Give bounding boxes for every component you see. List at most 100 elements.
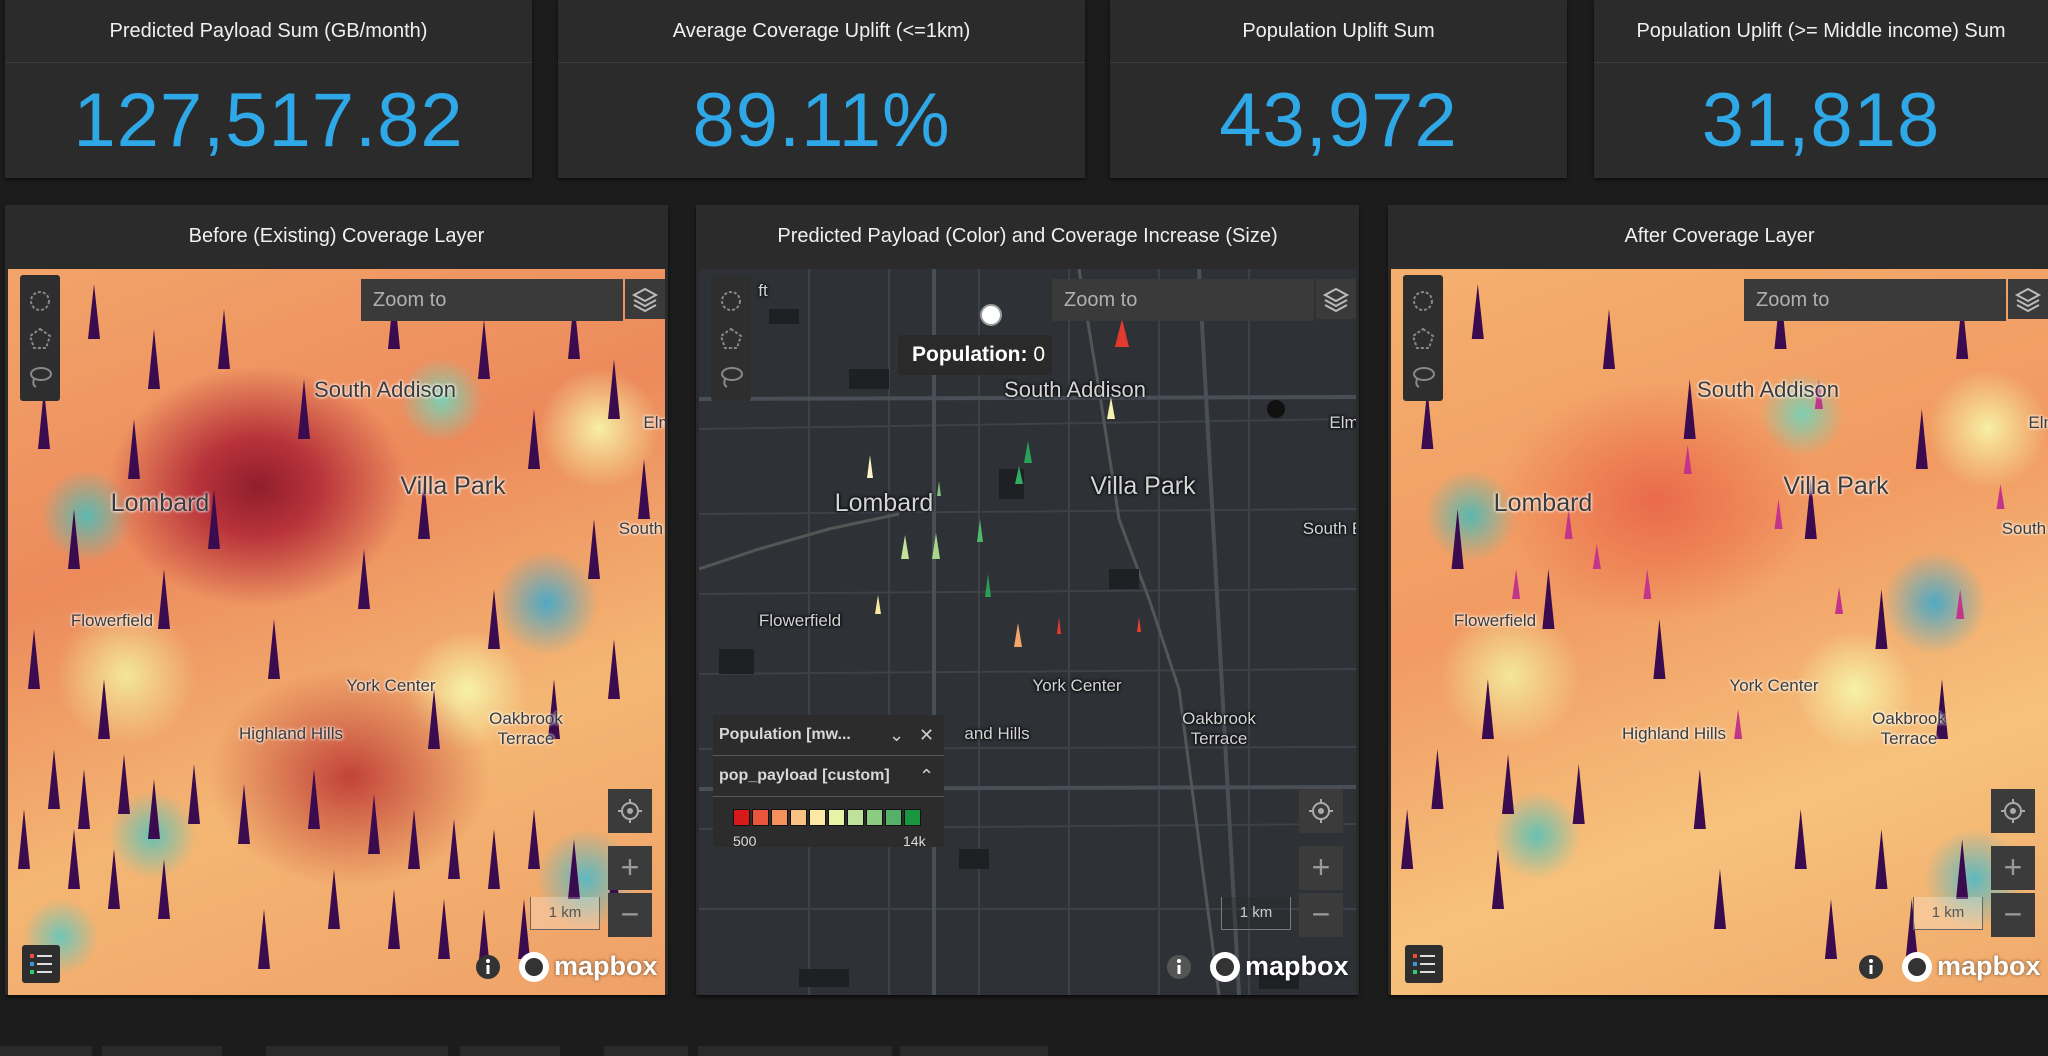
kpi-value: 43,972	[1219, 78, 1458, 163]
footer-tab[interactable]	[0, 1046, 92, 1056]
legend-layer-label: pop_payload [custom]	[719, 767, 890, 784]
place-label: Oakbrook Terrace	[1872, 709, 1946, 748]
zoom-in-button[interactable]: +	[608, 846, 652, 890]
mapbox-icon	[1902, 952, 1932, 982]
info-icon[interactable]	[1857, 953, 1885, 981]
zoom-to-input[interactable]	[1052, 279, 1314, 321]
tooltip-value: 0	[1033, 343, 1046, 366]
place-label: York Center	[1729, 676, 1819, 695]
locate-button[interactable]	[1991, 789, 2035, 833]
legend-layer-label: Population [mw...	[719, 726, 851, 743]
scale-bar: 1 km	[1221, 897, 1291, 930]
legend-swatch	[885, 809, 902, 826]
polygon-select-icon[interactable]	[26, 325, 54, 353]
close-icon[interactable]: ✕	[919, 725, 935, 745]
place-label: Highland Hills	[1622, 724, 1726, 743]
place-label: Highland Hills	[239, 724, 343, 743]
mapbox-logo: mapbox	[1207, 949, 1351, 985]
panel-title: After Coverage Layer	[1624, 225, 1815, 247]
zoom-in-button[interactable]: +	[1991, 846, 2035, 890]
info-icon[interactable]	[1165, 953, 1193, 981]
cursor-marker	[980, 304, 1002, 326]
layers-button[interactable]	[625, 279, 665, 319]
chevron-down-icon[interactable]: ⌄	[889, 725, 905, 745]
footer-tab[interactable]	[266, 1046, 448, 1056]
lasso-select-icon[interactable]	[717, 363, 745, 391]
locate-icon	[1309, 799, 1333, 823]
polygon-select-icon[interactable]	[717, 325, 745, 353]
panel-title: Predicted Payload (Color) and Coverage I…	[777, 225, 1278, 247]
map-predicted-payload[interactable]: ft South Addison Elm Lombard Villa Park …	[699, 269, 1356, 995]
legend-swatch	[809, 809, 826, 826]
layers-button[interactable]	[1316, 279, 1356, 319]
kpi-card-coverage-uplift: Average Coverage Uplift (<=1km) 89.11%	[558, 0, 1085, 178]
legend-button[interactable]	[22, 945, 60, 983]
circle-select-icon[interactable]	[26, 287, 54, 315]
place-label: South L	[618, 519, 665, 538]
payload-spikes	[867, 319, 1141, 647]
kpi-title: Population Uplift (>= Middle income) Sum	[1594, 0, 2048, 63]
mapbox-logo: mapbox	[516, 949, 660, 985]
circle-select-icon[interactable]	[1409, 287, 1437, 315]
place-label: South L	[2001, 519, 2048, 538]
info-icon[interactable]	[474, 953, 502, 981]
lasso-select-icon[interactable]	[1409, 363, 1437, 391]
locate-button[interactable]	[608, 789, 652, 833]
mapbox-wordmark: mapbox	[554, 951, 658, 981]
legend-layer-population[interactable]: Population [mw... ⌄ ✕	[713, 715, 944, 756]
zoom-out-button[interactable]: −	[608, 893, 652, 937]
mapbox-wordmark: mapbox	[1245, 951, 1349, 981]
selection-toolbox	[1403, 275, 1443, 401]
zoom-out-button[interactable]: −	[1991, 893, 2035, 937]
legend-swatch	[828, 809, 845, 826]
footer-tab[interactable]	[102, 1046, 222, 1056]
place-label: and Hills	[964, 724, 1030, 743]
legend-swatch	[752, 809, 769, 826]
zoom-to-input[interactable]	[1744, 279, 2006, 321]
place-label: York Center	[1032, 676, 1122, 695]
locate-icon	[2001, 799, 2025, 823]
footer-tab[interactable]	[460, 1046, 560, 1056]
kpi-card-population-uplift: Population Uplift Sum 43,972	[1110, 0, 1567, 178]
mapbox-wordmark: mapbox	[1937, 951, 2041, 981]
population-tooltip: Population: 0	[898, 335, 1052, 375]
layers-icon	[1322, 287, 1350, 313]
legend-swatch	[847, 809, 864, 826]
legend-layer-pop-payload[interactable]: pop_payload [custom] ⌃	[713, 756, 944, 797]
selection-toolbox	[20, 275, 60, 401]
zoom-out-button[interactable]: −	[1299, 893, 1343, 937]
place-label: Oakbrook Terrace	[489, 709, 563, 748]
panel-before-coverage: Before (Existing) Coverage Layer	[5, 205, 668, 995]
zoom-to-input[interactable]	[361, 279, 623, 321]
kpi-card-payload: Predicted Payload Sum (GB/month) 127,517…	[5, 0, 532, 178]
lasso-select-icon[interactable]	[26, 363, 54, 391]
kpi-card-population-uplift-middle-income: Population Uplift (>= Middle income) Sum…	[1594, 0, 2048, 178]
zoom-in-button[interactable]: +	[1299, 846, 1343, 890]
kpi-title: Population Uplift Sum	[1110, 0, 1567, 63]
legend-icon	[30, 954, 52, 974]
legend-icon	[1413, 954, 1435, 974]
map-after[interactable]: ft South Addison Elm Lombard Villa Park …	[1391, 269, 2048, 995]
kpi-title: Average Coverage Uplift (<=1km)	[558, 0, 1085, 63]
footer-tab[interactable]	[900, 1046, 1048, 1056]
chevron-up-icon[interactable]: ⌃	[919, 766, 935, 786]
footer-tab[interactable]	[604, 1046, 688, 1056]
map-before[interactable]: ft South Addison Elm Lombard Villa Park …	[8, 269, 665, 995]
place-label: South E	[1302, 519, 1356, 538]
place-label: Lombard	[1493, 489, 1593, 517]
locate-button[interactable]	[1299, 789, 1343, 833]
layers-icon	[631, 287, 659, 313]
place-label: Flowerfield	[70, 611, 154, 630]
place-label: York Center	[346, 676, 436, 695]
panel-predicted-payload: Predicted Payload (Color) and Coverage I…	[696, 205, 1359, 995]
kpi-value: 89.11%	[692, 78, 951, 163]
polygon-select-icon[interactable]	[1409, 325, 1437, 353]
layers-button[interactable]	[2008, 279, 2048, 319]
legend-button[interactable]	[1405, 945, 1443, 983]
panel-title: Before (Existing) Coverage Layer	[188, 225, 485, 247]
legend-swatch	[733, 809, 750, 826]
footer-tab[interactable]	[698, 1046, 892, 1056]
circle-select-icon[interactable]	[717, 287, 745, 315]
selection-toolbox	[711, 275, 751, 401]
kpi-value: 31,818	[1701, 78, 1941, 163]
